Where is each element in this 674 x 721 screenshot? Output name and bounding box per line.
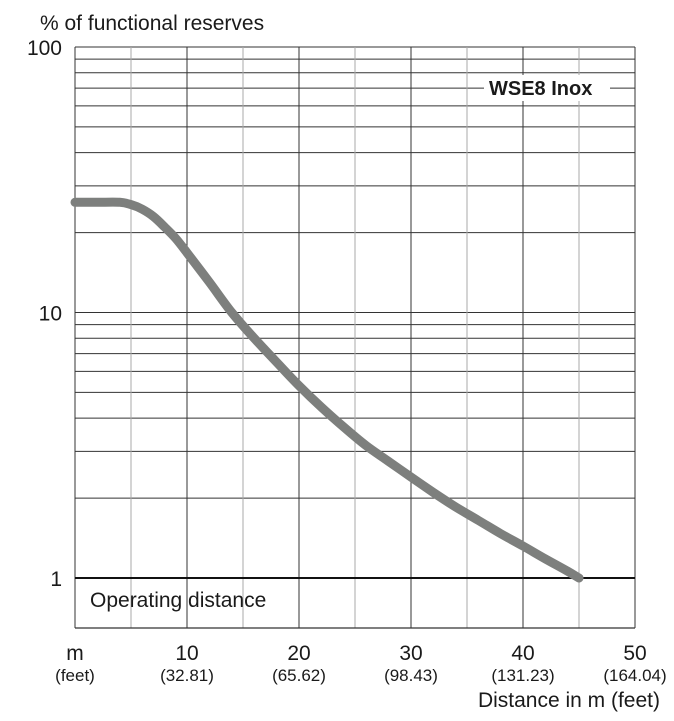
x-tick-sub-label: (131.23)	[491, 666, 554, 685]
x-tick-label: 30	[399, 642, 422, 665]
x-tick-labels: 10(32.81) 20(65.62) 30(98.43) 40(131.23) 50(…	[160, 642, 667, 685]
x-tick-sub-label: (32.81)	[160, 666, 214, 685]
x-tick-label: 20	[287, 642, 310, 665]
x-tick-sub-label: (164.04)	[603, 666, 666, 685]
x-tick-label: 50	[623, 642, 646, 665]
y-tick-labels: 1 10 100	[27, 37, 62, 591]
x-axis-title: Distance in m (feet)	[478, 689, 660, 712]
legend-label-wse8-inox: WSE8 Inox	[489, 78, 592, 100]
series-line-wse8-inox	[70, 197, 584, 583]
y-axis-title: % of functional reserves	[40, 12, 264, 35]
x-unit-label: m	[66, 642, 84, 665]
y-tick-label: 100	[27, 37, 62, 60]
grid	[74, 46, 636, 629]
x-unit-sub-label: (feet)	[55, 666, 95, 685]
x-tick-label: 40	[511, 642, 534, 665]
x-tick-sub-label: (98.43)	[384, 666, 438, 685]
x-tick-label: 10	[175, 642, 198, 665]
y-tick-label: 1	[50, 568, 62, 591]
y-tick-label: 10	[39, 303, 62, 326]
operating-distance-label: Operating distance	[90, 589, 266, 612]
legend-background	[484, 75, 610, 101]
x-tick-sub-label: (65.62)	[272, 666, 326, 685]
